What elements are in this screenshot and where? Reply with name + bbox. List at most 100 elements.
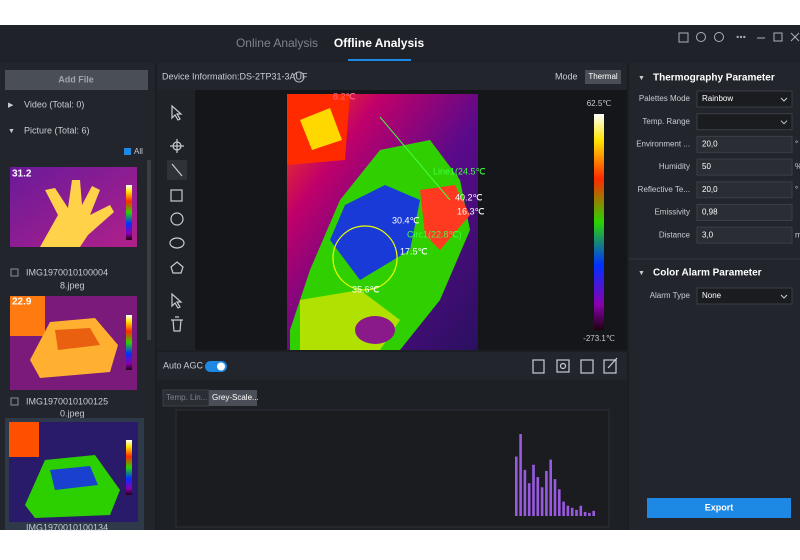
field-value[interactable]: 0,98 — [702, 208, 718, 217]
toggle-knob — [217, 362, 225, 371]
thumbnail-overlay: 22.9 — [12, 297, 32, 308]
file-name: IMG1970010100134 — [26, 522, 108, 532]
scale-max: 62.5℃ — [587, 99, 612, 108]
histogram-tab-label[interactable]: Temp. Lin... — [166, 393, 207, 402]
field-label: Humidity — [659, 162, 690, 171]
field-input[interactable] — [696, 181, 793, 199]
histogram-tab-active[interactable] — [209, 390, 257, 406]
field-label: Temp. Range — [642, 117, 690, 126]
temperature-annotation: 16.3℃ — [457, 206, 485, 216]
tab-underline — [348, 59, 411, 61]
field-label: Environment ... — [636, 140, 690, 149]
picture-group[interactable]: Picture (Total: 6) — [24, 125, 90, 135]
mode-button[interactable] — [585, 70, 621, 84]
agc-bar — [157, 352, 627, 380]
field-input[interactable] — [696, 226, 793, 244]
thumbnail[interactable] — [10, 167, 137, 247]
histogram-plot — [175, 409, 610, 528]
temperature-annotation: Line1(24.5℃ — [433, 166, 486, 176]
expander[interactable]: ▼ — [638, 75, 645, 82]
section-title: Color Alarm Parameter — [653, 268, 762, 279]
histogram-bars — [515, 434, 595, 516]
scrollbar[interactable] — [147, 160, 151, 340]
field-input[interactable] — [696, 204, 793, 221]
field-input[interactable] — [696, 113, 793, 131]
field-value[interactable]: 20,0 — [702, 140, 718, 149]
histogram-bar — [515, 456, 518, 516]
auto-agc-label: Auto AGC — [163, 360, 204, 370]
histogram-bar — [579, 505, 583, 516]
histogram-bar — [575, 509, 578, 516]
title-bar — [0, 25, 800, 63]
device-info: Device Information:DS-2TP31-3AUF — [162, 71, 308, 81]
more-icon[interactable]: ··· — [736, 31, 747, 43]
temperature-annotation: 8.2℃ — [333, 91, 356, 101]
field-value[interactable]: 3,0 — [702, 230, 714, 239]
color-scale — [594, 114, 604, 330]
video-group[interactable]: Video (Total: 0) — [24, 99, 84, 109]
mode-value[interactable]: Thermal — [588, 72, 618, 81]
temperature-annotation: 30.4℃ — [392, 215, 420, 225]
toolbar — [157, 90, 195, 350]
field-label: Palettes Mode — [639, 94, 691, 103]
field-input[interactable] — [696, 158, 793, 176]
field-label: Alarm Type — [650, 291, 691, 300]
dropdown-arrow — [780, 120, 788, 125]
file-name: 0.jpeg — [60, 408, 85, 418]
thermal-image — [287, 94, 478, 350]
scale-min: -273.1℃ — [583, 334, 615, 343]
histogram-bar — [523, 469, 527, 516]
temperature-annotation: 35.6℃ — [352, 284, 380, 294]
select-all-checkbox[interactable] — [124, 148, 131, 155]
histogram-bar — [519, 434, 522, 516]
info-icon[interactable] — [293, 71, 305, 83]
expander[interactable]: ▼ — [8, 128, 15, 135]
file-name: IMG1970010100004 — [26, 267, 108, 277]
histogram-tab-label[interactable]: Grey-Scale... — [212, 393, 259, 402]
add-file-label[interactable]: Add File — [58, 74, 94, 84]
expander[interactable]: ▼ — [638, 270, 645, 277]
export-button[interactable] — [647, 498, 791, 518]
add-file-button[interactable] — [5, 70, 148, 90]
histogram-bar — [562, 501, 565, 516]
alarm-select[interactable] — [696, 287, 793, 305]
dropdown-arrow — [780, 294, 788, 299]
histogram-bar — [583, 511, 587, 516]
tab-active[interactable]: Offline Analysis — [334, 36, 425, 50]
thumbnail-overlay: 31.2 — [12, 169, 32, 180]
histogram-bar — [527, 483, 531, 516]
histogram-bar — [540, 487, 544, 516]
field-label: Emissivity — [654, 208, 690, 217]
temperature-annotation: Circ1(22.8℃) — [407, 229, 462, 239]
mode-label: Mode — [555, 71, 578, 81]
histogram-bar — [558, 489, 561, 516]
tab[interactable]: Online Analysis — [236, 36, 318, 50]
field-unit: ° — [795, 185, 798, 194]
action-icons[interactable] — [532, 357, 618, 374]
histogram-bar — [588, 512, 591, 516]
tool-icons[interactable] — [167, 104, 187, 332]
field-value[interactable]: 20,0 — [702, 185, 718, 194]
section-title: Thermography Parameter — [653, 73, 775, 84]
histogram-bar — [532, 464, 535, 516]
export-label[interactable]: Export — [705, 502, 734, 512]
field-input[interactable] — [696, 90, 793, 108]
field-value[interactable]: None — [702, 291, 722, 300]
field-label: Reflective Te... — [638, 185, 690, 194]
window-controls[interactable]: ··· — [678, 31, 800, 43]
checkbox[interactable] — [10, 397, 19, 406]
temperature-annotation: 40.2℃ — [455, 192, 483, 202]
field-input[interactable] — [696, 135, 793, 153]
file-name: 8.jpeg — [60, 280, 85, 290]
thumbnail[interactable] — [10, 296, 137, 390]
expander[interactable]: ▶ — [8, 102, 14, 109]
checkbox[interactable] — [10, 268, 19, 277]
histogram-bar — [549, 459, 552, 516]
field-unit: % — [795, 162, 800, 171]
thumbnail-selected[interactable] — [5, 418, 144, 530]
select-all-label[interactable]: All — [134, 147, 143, 156]
field-value[interactable]: Rainbow — [702, 94, 733, 103]
field-value[interactable]: 50 — [702, 162, 711, 171]
